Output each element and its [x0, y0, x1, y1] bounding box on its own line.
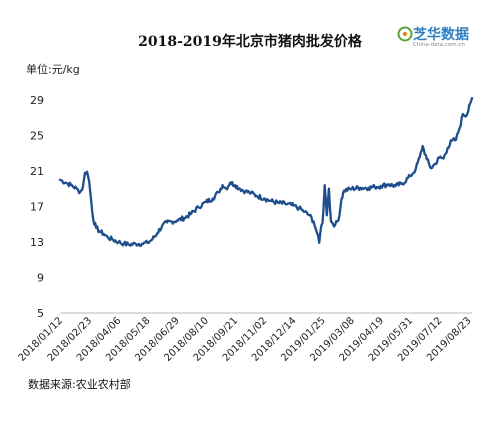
- x-axis-ticks: 2018/01/122018/02/232018/04/062018/05/18…: [17, 315, 474, 364]
- chart-title: 2018-2019年北京市猪肉批发价格: [138, 33, 363, 50]
- y-tick-label: 29: [30, 94, 44, 107]
- logo-text: 芝华数据: [413, 26, 469, 43]
- brand-logo: 芝华数据 China-data.com.cn: [397, 26, 469, 48]
- y-tick-label: 17: [30, 200, 44, 213]
- y-axis-ticks: 5 9 13 17 21 25 29: [30, 94, 44, 320]
- data-source-note: 数据来源:农业农村部: [28, 377, 131, 391]
- y-tick-label: 9: [37, 271, 44, 284]
- y-tick-label: 5: [37, 307, 44, 320]
- logo-url: China-data.com.cn: [413, 42, 465, 48]
- y-unit-label: 单位:元/kg: [26, 62, 80, 76]
- y-tick-label: 13: [30, 236, 44, 249]
- series-line-price: [58, 96, 474, 248]
- logo-icon: [397, 26, 413, 42]
- y-tick-label: 25: [30, 129, 44, 142]
- y-tick-label: 21: [30, 165, 44, 178]
